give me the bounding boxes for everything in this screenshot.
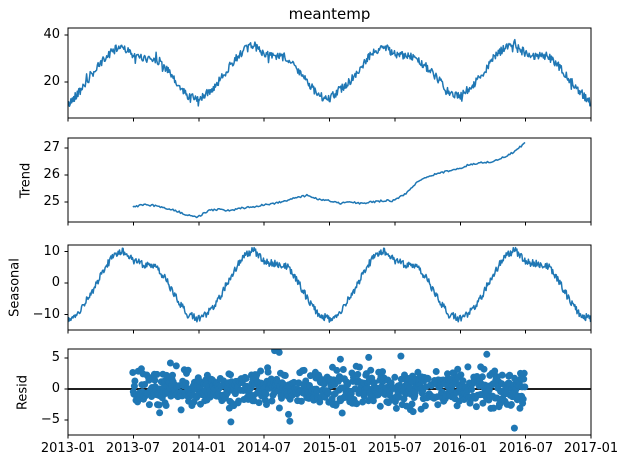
- x-tick-label: 2013-01: [40, 441, 96, 456]
- x-tick-label: 2014-01: [171, 441, 227, 456]
- x-tick-label: 2016-01: [432, 441, 488, 456]
- y-tick-label-trend: 25: [43, 194, 60, 209]
- y-tick-label-trend: 26: [43, 167, 60, 182]
- trend-spines: [67, 137, 592, 223]
- trend-line: [132, 141, 526, 219]
- y-tick-label-resid: 5: [51, 350, 60, 365]
- resid-scatter: [129, 349, 529, 432]
- y-tick-label-resid: −5: [40, 412, 60, 427]
- y-tick-label-seasonal: 0: [51, 275, 60, 290]
- y-tick-label-observed: 20: [43, 74, 60, 89]
- chart-title: meantemp: [288, 5, 371, 23]
- x-tick-label: 2015-07: [367, 441, 423, 456]
- x-tick-label: 2015-01: [302, 441, 358, 456]
- x-tick-label: 2013-07: [105, 441, 161, 456]
- y-tick-label-seasonal: 10: [43, 244, 60, 259]
- y-tick-label-observed: 40: [43, 27, 60, 42]
- observed-spines: [67, 27, 592, 119]
- x-tick-label: 2017-01: [563, 441, 619, 456]
- x-tick-label: 2014-07: [236, 441, 292, 456]
- x-tick-label: 2016-07: [498, 441, 554, 456]
- seasonal-line: [68, 246, 591, 323]
- y-tick-label-seasonal: −10: [32, 307, 60, 322]
- y-tick-label-resid: 0: [51, 381, 60, 396]
- y-tick-label-trend: 27: [43, 140, 60, 155]
- observed-line: [68, 38, 591, 108]
